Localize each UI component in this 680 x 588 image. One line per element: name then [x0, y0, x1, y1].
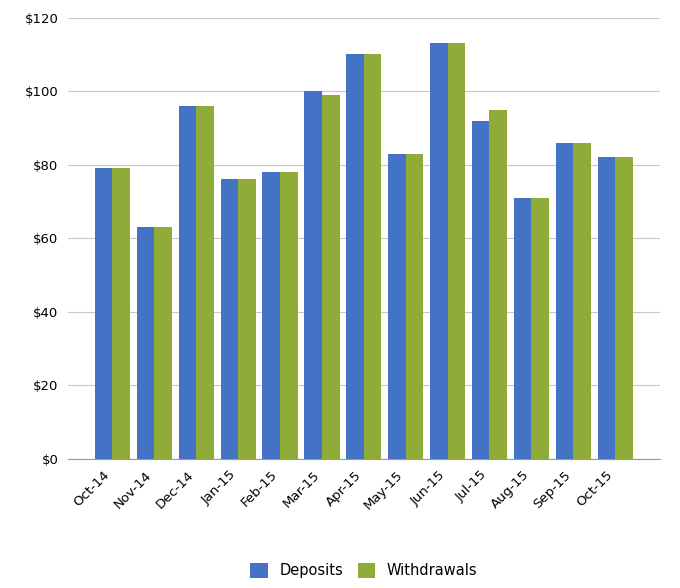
Bar: [556, 143, 573, 459]
Bar: [447, 44, 465, 459]
Bar: [531, 198, 549, 459]
Bar: [598, 158, 615, 459]
Bar: [220, 179, 238, 459]
Bar: [388, 153, 406, 459]
Bar: [490, 109, 507, 459]
Bar: [280, 172, 298, 459]
Bar: [615, 158, 632, 459]
Bar: [364, 55, 381, 459]
Bar: [305, 91, 322, 459]
Bar: [406, 153, 423, 459]
Bar: [179, 106, 197, 459]
Bar: [95, 168, 112, 459]
Bar: [472, 121, 490, 459]
Bar: [154, 227, 172, 459]
Bar: [514, 198, 531, 459]
Bar: [262, 172, 280, 459]
Bar: [112, 168, 130, 459]
Bar: [238, 179, 256, 459]
Bar: [430, 44, 447, 459]
Bar: [137, 227, 154, 459]
Bar: [573, 143, 591, 459]
Bar: [346, 55, 364, 459]
Bar: [322, 95, 339, 459]
Legend: Deposits, Withdrawals: Deposits, Withdrawals: [250, 563, 477, 579]
Bar: [197, 106, 214, 459]
